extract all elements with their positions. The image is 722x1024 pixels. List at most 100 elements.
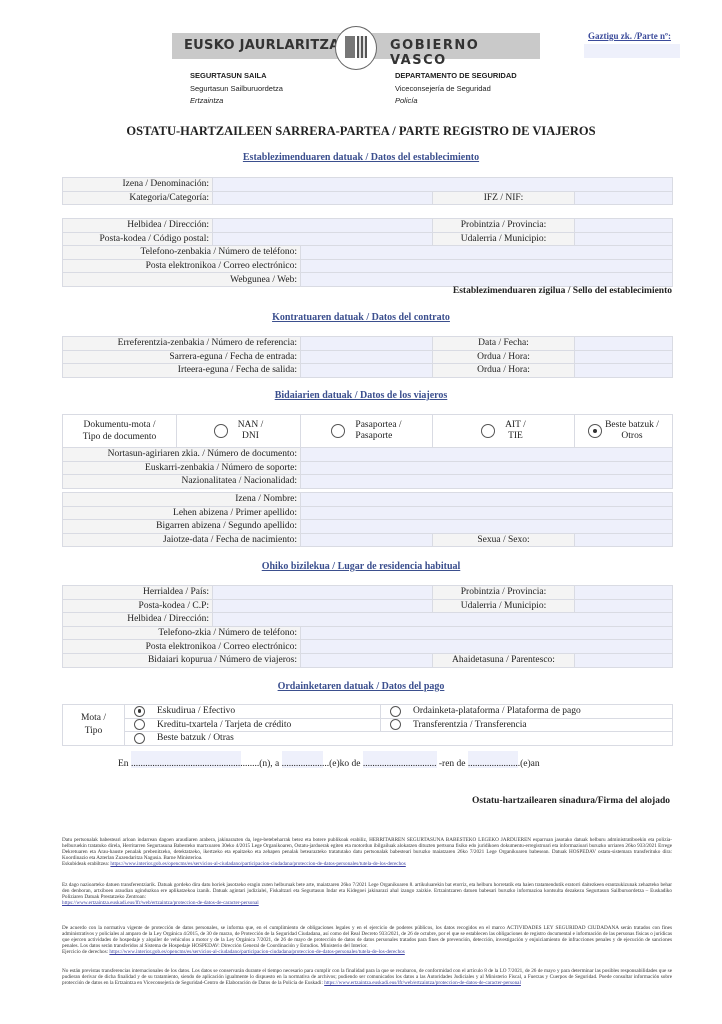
- payment-option-platform[interactable]: Ordainketa-plataforma / Plataforma de pa…: [380, 704, 673, 719]
- phone-label: Telefono-zenbakia / Número de teléfono:: [62, 245, 301, 260]
- doc-option-tie[interactable]: AIT / TIE: [432, 414, 575, 448]
- reference-field[interactable]: [300, 336, 433, 351]
- option-label: Beste batzuk /: [605, 420, 659, 430]
- radio-selected-icon[interactable]: [588, 424, 603, 438]
- phone-field[interactable]: [300, 245, 673, 260]
- sex-field[interactable]: [573, 532, 674, 548]
- province-field[interactable]: [574, 585, 673, 600]
- address-label: Helbidea / Dirección:: [62, 218, 213, 233]
- ertzaintza-data-link[interactable]: https://www.ertzaintza.euskadi.eus/lfr/w…: [62, 900, 259, 907]
- address-label: Helbidea / Dirección:: [62, 612, 213, 627]
- support-number-label: Euskarri-zenbakia / Número de soporte:: [62, 460, 301, 476]
- page-title: OSTATU-HARTZAILEEN SARRERA-PARTEA / PART…: [126, 124, 596, 138]
- support-number-field[interactable]: [300, 460, 673, 476]
- month-field[interactable]: ...............................: [362, 751, 437, 769]
- ertzaintza-data-link[interactable]: https://www.ertzaintza.euskadi.eus/lfr/w…: [324, 980, 521, 987]
- surname1-field[interactable]: [299, 505, 674, 521]
- date-label: Data / Fecha:: [432, 336, 575, 351]
- dept-name: DEPARTAMENTO DE SEGURIDAD: [395, 71, 517, 80]
- nationality-field[interactable]: [300, 474, 673, 489]
- option-label: TIE: [508, 431, 523, 441]
- country-field[interactable]: [212, 585, 433, 600]
- phone-field[interactable]: [300, 625, 673, 641]
- payment-option-other[interactable]: Beste batzuk / Otras: [124, 731, 673, 746]
- date-field[interactable]: [574, 336, 673, 351]
- day-field[interactable]: ....................(e)ko de: [281, 751, 361, 769]
- year-dots: ......................(e)an: [467, 759, 540, 769]
- first-name-field[interactable]: [299, 492, 674, 507]
- payment-option-transfer[interactable]: Transferentzia / Transferencia: [380, 717, 673, 733]
- email-field[interactable]: [300, 258, 673, 274]
- radio-icon[interactable]: [134, 732, 145, 744]
- name-label: Izena / Denominación:: [62, 177, 213, 192]
- rights-link[interactable]: https://www.interior.gob.es/opencms/es/s…: [109, 949, 405, 956]
- doc-number-field[interactable]: [300, 447, 673, 462]
- payment-option-cash[interactable]: Eskudirua / Efectivo: [124, 704, 381, 719]
- legal-paragraph-basque-1: Datu pertsonalak babesteari arloan indar…: [62, 837, 672, 867]
- postal-code-field[interactable]: [212, 598, 433, 614]
- radio-icon[interactable]: [481, 424, 496, 438]
- link-label: Eskubideak erabiltzea:: [62, 861, 110, 868]
- entry-date-field[interactable]: [300, 349, 433, 365]
- section-heading-payment: Ordainketaren datuak / Datos del pago: [277, 681, 445, 692]
- municipality-label: Udalerria / Municipio:: [432, 598, 575, 614]
- postal-code-field[interactable]: [212, 231, 433, 247]
- birth-date-label: Jaiotze-data / Fecha de nacimiento:: [62, 532, 301, 548]
- dept-unit: Ertzaintza: [190, 96, 224, 105]
- contract-table: Erreferentzia-zenbakia / Número de refer…: [62, 336, 673, 378]
- doc-option-dni[interactable]: NAN / DNI: [176, 414, 301, 448]
- place-date-ren: -ren de: [438, 759, 466, 769]
- signature-label: Ostatu-hartzailearen sinadura/Firma del …: [472, 796, 670, 806]
- nationality-label: Nazionalitatea / Nacionalidad:: [62, 474, 301, 489]
- radio-icon[interactable]: [213, 424, 228, 438]
- email-field[interactable]: [300, 639, 673, 654]
- category-field[interactable]: [212, 190, 433, 206]
- payment-type-label: Mota / Tipo: [62, 704, 125, 746]
- category-label: Kategoria/Categoría:: [62, 190, 213, 206]
- travelers-count-label: Bidaiari kopurua / Número de viajeros:: [62, 652, 301, 668]
- doc-type-label: Dokumentu-mota / Tipo de documento: [62, 414, 177, 448]
- section-heading-traveler: Bidaiarien datuak / Datos de los viajero…: [274, 390, 448, 401]
- payment-option-card[interactable]: Kreditu-txartela / Tarjeta de crédito: [124, 717, 381, 733]
- kinship-field[interactable]: [574, 652, 673, 668]
- radio-selected-icon[interactable]: [134, 705, 145, 717]
- surname1-label: Lehen abizena / Primer apellido:: [62, 505, 301, 521]
- legal-text: No están previstas transferencias intern…: [62, 968, 672, 987]
- option-label: Pasaportea /: [355, 420, 402, 430]
- first-name-label: Izena / Nombre:: [62, 492, 301, 507]
- document-table: Dokumentu-mota / Tipo de documento NAN / D…: [62, 414, 673, 489]
- municipality-field[interactable]: [574, 231, 673, 247]
- exit-date-field[interactable]: [300, 363, 433, 378]
- birth-date-field[interactable]: [300, 532, 433, 548]
- payment-type-es: Tipo: [84, 725, 103, 736]
- doc-option-other[interactable]: Beste batzuk / Otros: [574, 414, 673, 448]
- year-field[interactable]: ......................(e)an: [467, 751, 540, 769]
- place-field[interactable]: ........................................…: [130, 751, 279, 769]
- logo-text-spanish: GOBIERNO VASCO: [390, 38, 480, 68]
- dept-name: SEGURTASUN SAILA: [190, 71, 267, 80]
- logo-text-basque: EUSKO JAURLARITZA: [184, 38, 340, 53]
- payment-type-eu: Mota /: [80, 712, 107, 723]
- municipality-field[interactable]: [574, 598, 673, 614]
- doc-option-passport[interactable]: Pasaportea / Pasaporte: [300, 414, 433, 448]
- nif-field[interactable]: [574, 190, 673, 206]
- rights-link[interactable]: https://www.interior.gob.es/opencms/es/s…: [110, 861, 406, 868]
- address-field[interactable]: [212, 612, 673, 627]
- radio-icon[interactable]: [390, 705, 401, 717]
- radio-icon[interactable]: [390, 719, 401, 731]
- name-field[interactable]: [212, 177, 673, 192]
- residence-table: Herrialdea / País: Probintzia / Provincia…: [62, 585, 673, 668]
- travelers-count-field[interactable]: [300, 652, 433, 668]
- exit-time-field[interactable]: [574, 363, 673, 378]
- address-field[interactable]: [212, 218, 433, 233]
- surname2-field[interactable]: [299, 519, 674, 534]
- coat-of-arms-icon: [335, 26, 377, 70]
- option-label: AIT /: [505, 420, 526, 430]
- radio-icon[interactable]: [331, 424, 346, 438]
- radio-icon[interactable]: [134, 719, 145, 731]
- dept-unit: Policía: [395, 96, 418, 105]
- web-field[interactable]: [300, 272, 673, 287]
- entry-time-field[interactable]: [574, 349, 673, 365]
- parte-number-field[interactable]: [584, 44, 680, 58]
- province-field[interactable]: [574, 218, 673, 233]
